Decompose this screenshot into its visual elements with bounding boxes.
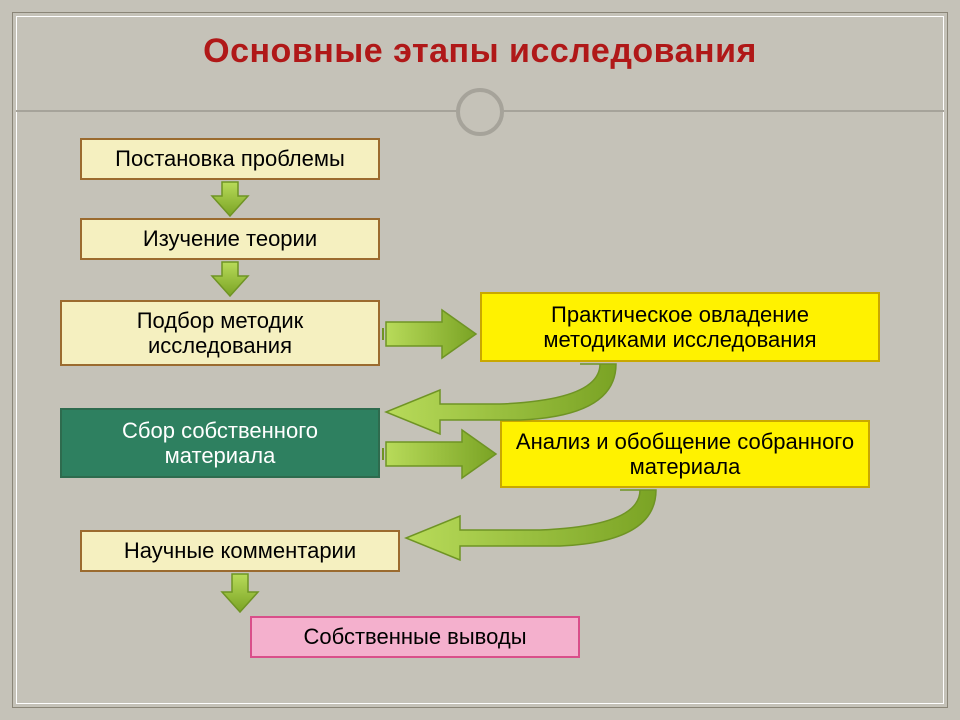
arrow-right-icon (382, 308, 478, 360)
title-circle-icon (456, 88, 504, 136)
box-label: Сбор собственного материала (70, 418, 370, 469)
stage-conclusions: Собственные выводы (250, 616, 580, 658)
arrow-curve-left-icon (400, 486, 660, 566)
box-label: Научные комментарии (124, 538, 356, 563)
arrow-down-icon (210, 180, 250, 218)
stage-scientific-comments: Научные комментарии (80, 530, 400, 572)
arrow-curve-left-icon (380, 360, 620, 440)
stage-theory-study: Изучение теории (80, 218, 380, 260)
stage-method-selection: Подбор методик исследования (60, 300, 380, 366)
page-title: Основные этапы исследования (0, 32, 960, 71)
stage-problem-statement: Постановка проблемы (80, 138, 380, 180)
box-label: Собственные выводы (303, 624, 526, 649)
box-label: Подбор методик исследования (70, 308, 370, 359)
stage-material-collection: Сбор собственного материала (60, 408, 380, 478)
box-label: Практическое овладение методиками исслед… (490, 302, 870, 353)
arrow-down-icon (210, 260, 250, 298)
stage-practical-mastery: Практическое овладение методиками исслед… (480, 292, 880, 362)
box-label: Постановка проблемы (115, 146, 345, 171)
arrow-down-icon (220, 572, 260, 614)
box-label: Изучение теории (143, 226, 317, 251)
